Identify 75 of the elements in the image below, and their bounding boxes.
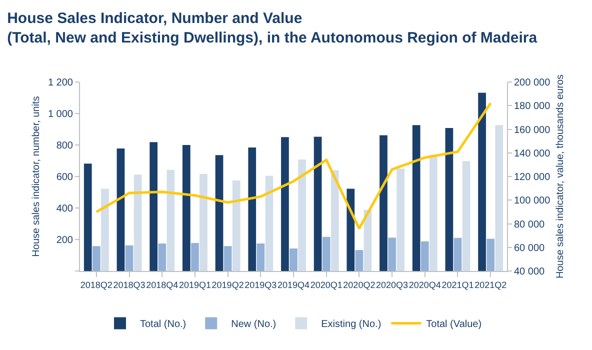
x-tick-label: 2021Q2 (474, 280, 507, 290)
bar (182, 145, 190, 271)
bar (380, 135, 388, 271)
y2-tick-label: 180 000 (514, 101, 551, 112)
legend-label: New (No.) (231, 319, 276, 330)
x-tick-label: 2020Q1 (310, 280, 342, 290)
bar (454, 238, 462, 271)
x-tick-label: 2018Q3 (113, 280, 146, 290)
bar (478, 92, 486, 271)
bar (265, 176, 274, 271)
bar (150, 142, 158, 271)
y2-tick-label: 100 000 (514, 196, 551, 207)
x-tick-label: 2019Q3 (244, 280, 277, 290)
bar (290, 248, 298, 271)
bar (116, 148, 125, 271)
x-tick-label: 2018Q2 (80, 280, 112, 290)
y-tick-label: 1 000 (48, 109, 74, 120)
bar (232, 180, 240, 271)
bar (84, 164, 92, 271)
y2-axis-title: House sales indicator, value, thousands euros (555, 74, 566, 279)
x-tick-label: 2019Q4 (277, 280, 310, 290)
legend-label: Existing (No.) (321, 319, 382, 330)
bar (330, 170, 339, 271)
x-tick-label: 2018Q4 (146, 280, 178, 290)
y2-tick-label: 80 000 (514, 219, 546, 230)
bar (166, 170, 175, 271)
bar (462, 161, 470, 271)
x-tick-label: 2020Q3 (376, 280, 408, 290)
chart-title: House Sales Indicator, Number and Value (Total, New and Existing Dwellings), in the Autonomous Region of Madeira (7, 10, 538, 46)
bar (346, 188, 355, 271)
x-tick-label: 2019Q2 (212, 280, 244, 290)
x-tick-label: 2020Q2 (343, 280, 376, 290)
bar (224, 246, 232, 271)
bar (191, 242, 199, 271)
y2-tick-label: 120 000 (514, 172, 551, 183)
bar (298, 159, 306, 271)
bar (125, 245, 134, 271)
bar (355, 250, 364, 271)
y2-tick-label: 40 000 (514, 266, 546, 278)
bar (158, 243, 166, 271)
y2-tick-label: 60 000 (514, 242, 546, 254)
y2-tick-label: 140 000 (514, 148, 551, 160)
bar (364, 210, 372, 271)
y-tick-label: 800 (56, 140, 74, 152)
bar (420, 241, 429, 271)
bar (445, 128, 454, 271)
y-tick-label: 1 200 (48, 78, 74, 88)
bar (200, 174, 208, 271)
legend-label: Total (Value) (426, 319, 482, 330)
y-tick-label: 400 (56, 204, 74, 214)
bar (486, 238, 495, 271)
x-tick-label: 2020Q4 (408, 280, 441, 290)
bar (92, 246, 100, 271)
bar (430, 154, 438, 271)
y2-tick-label: 160 000 (514, 124, 551, 136)
bar (134, 174, 142, 271)
legend-label: Total (No.) (140, 319, 186, 330)
bar (412, 125, 420, 271)
y-tick-label: 600 (56, 172, 74, 183)
bar (248, 148, 256, 271)
bar (256, 243, 265, 271)
bar (396, 168, 405, 271)
bar (388, 238, 396, 271)
y2-tick-label: 200 000 (514, 78, 551, 88)
bar (281, 137, 289, 271)
bar (101, 188, 109, 271)
x-tick-label: 2021Q1 (442, 280, 474, 290)
y-tick-label: 200 (56, 235, 74, 246)
bar (314, 136, 322, 271)
bar (322, 236, 330, 271)
y-axis-title: House sales indicator, number, units (30, 96, 42, 257)
x-tick-label: 2019Q1 (178, 280, 211, 290)
bar (495, 125, 504, 271)
line-series (95, 102, 492, 230)
bar (215, 155, 224, 271)
